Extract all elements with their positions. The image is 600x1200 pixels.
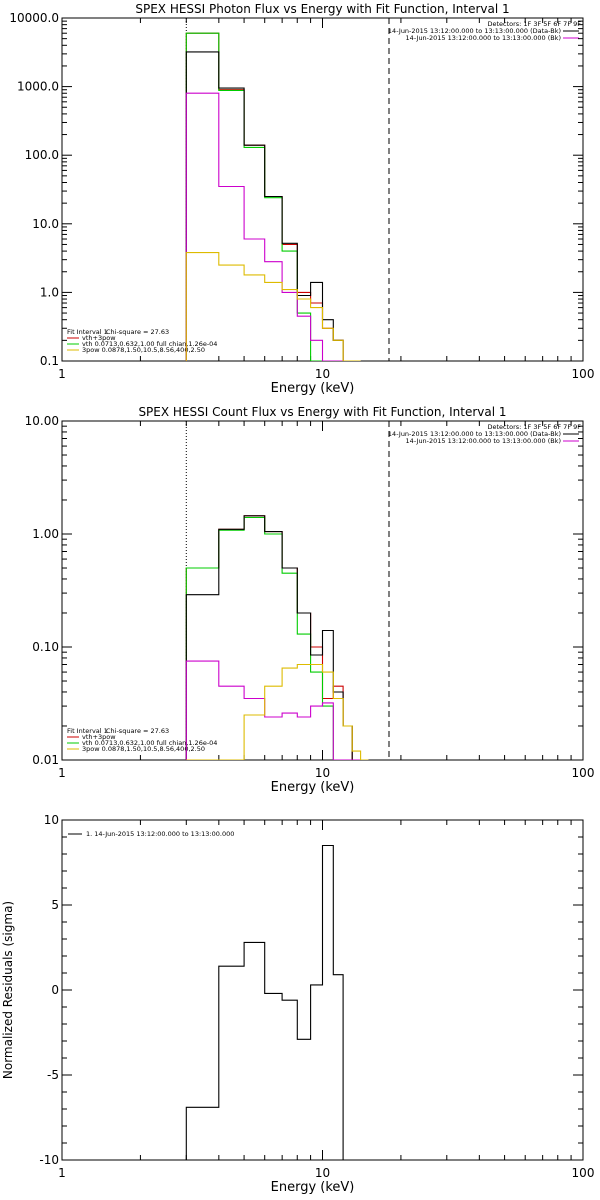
axis-ticks: [61, 819, 583, 1161]
x-tick-label: 10: [315, 1166, 330, 1180]
legend-entry-bk: 14-Jun-2015 13:12:00.000 to 13:13:00.000…: [406, 34, 579, 42]
fit-interval-label: Fit Interval 1: [67, 328, 108, 336]
fit-interval-label: Fit Interval 1: [67, 727, 108, 735]
legend-entry-data-bk: 14-Jun-2015 13:12:00.000 to 13:13:00.000…: [388, 27, 579, 35]
legend-text: 3pow 0.0878,1.50,10.5,8.56,400,2.50: [82, 745, 205, 753]
legend-entry-vth-3pow: vth+3pow: [67, 733, 116, 741]
y-tick-label: 0: [51, 983, 59, 997]
legend-text: vth 0.0713,0.632,1.00 full chian,1.26e-0…: [82, 340, 217, 348]
x-tick-label: 1: [58, 367, 66, 381]
legend-entry-bk: 14-Jun-2015 13:12:00.000 to 13:13:00.000…: [406, 437, 579, 445]
x-axis-label: Energy (keV): [271, 381, 355, 396]
legend-text: 14-Jun-2015 13:12:00.000 to 13:13:00.000…: [406, 437, 561, 445]
y-tick-label: 10.0: [32, 217, 59, 231]
x-axis-label: Energy (keV): [271, 780, 355, 795]
chart-title: SPEX HESSI Photon Flux vs Energy with Fi…: [135, 2, 509, 16]
x-tick-label: 10: [315, 766, 330, 780]
y-tick-label: 10000.0: [9, 11, 59, 25]
series-line: [185, 92, 361, 361]
count-flux-panel: SPEX HESSI Count Flux vs Energy with Fit…: [25, 405, 595, 795]
legend-entry-vth: vth 0.0713,0.632,1.00 full chian,1.26e-0…: [67, 739, 217, 747]
legend-text: 14-Jun-2015 13:12:00.000 to 13:13:00.000…: [388, 27, 561, 35]
legend-text: 1. 14-Jun-2015 13:12:00.000 to 13:13:00.…: [86, 830, 234, 838]
series-line: [186, 663, 369, 760]
series-line: [185, 51, 361, 361]
series-line: [185, 660, 369, 760]
fit-header: Fit Interval 1 Chi-square = 27.63: [67, 328, 169, 336]
detectors-label: Detectors: 1F 3F 5F 6F 7F 9F: [487, 20, 581, 28]
legend-entry-residual: 1. 14-Jun-2015 13:12:00.000 to 13:13:00.…: [68, 830, 234, 838]
legend-text: vth 0.0713,0.632,1.00 full chian,1.26e-0…: [82, 739, 217, 747]
x-tick-labels: 1 10 100: [58, 367, 594, 381]
x-tick-label: 100: [572, 766, 595, 780]
x-tick-label: 1: [58, 766, 66, 780]
series-line: [185, 32, 361, 361]
y-tick-label: 1.0: [40, 285, 59, 299]
legend-text: 14-Jun-2015 13:12:00.000 to 13:13:00.000…: [388, 430, 561, 438]
legend-entry-data-bk: 14-Jun-2015 13:12:00.000 to 13:13:00.000…: [388, 430, 579, 438]
y-tick-labels: 0.1 1.0 10.0 100.0 1000.0 10000.0: [9, 11, 59, 368]
y-tick-label: 100.0: [25, 148, 59, 162]
y-tick-labels: -10 -5 0 5 10: [39, 813, 59, 1167]
series-line: [185, 32, 361, 361]
legend-text: vth+3pow: [82, 334, 116, 342]
series-group: [185, 515, 369, 760]
legend-entry-3pow: 3pow 0.0878,1.50,10.5,8.56,400,2.50: [67, 745, 205, 753]
y-tick-label: 5: [51, 898, 59, 912]
series-line: [185, 844, 344, 1160]
series-line: [185, 516, 369, 760]
y-tick-label: 1.00: [32, 527, 59, 541]
fit-header: Fit Interval 1 Chi-square = 27.63: [67, 727, 169, 735]
y-axis-label: Normalized Residuals (sigma): [1, 901, 15, 1079]
series-line: [185, 515, 369, 760]
y-tick-label: 0.1: [40, 354, 59, 368]
legend-text: 3pow 0.0878,1.50,10.5,8.56,400,2.50: [82, 346, 205, 354]
chi-square-label: Chi-square = 27.63: [106, 328, 169, 336]
x-tick-label: 10: [315, 367, 330, 381]
photon-flux-panel: SPEX HESSI Photon Flux vs Energy with Fi…: [9, 2, 594, 396]
series-line: [185, 515, 369, 760]
x-axis-label: Energy (keV): [271, 1180, 355, 1195]
chi-square-label: Chi-square = 27.63: [106, 727, 169, 735]
chart-title: SPEX HESSI Count Flux vs Energy with Fit…: [138, 405, 506, 419]
residuals-panel: Energy (keV) Normalized Residuals (sigma…: [1, 813, 594, 1195]
series-line: [185, 252, 361, 361]
x-tick-label: 1: [58, 1166, 66, 1180]
y-tick-label: 10.00: [25, 414, 59, 428]
y-tick-label: 0.01: [32, 753, 59, 767]
axis-ticks: [61, 18, 583, 362]
legend-entry-vth-3pow: vth+3pow: [67, 334, 116, 342]
series-group: [185, 32, 361, 361]
y-tick-label: -5: [47, 1068, 59, 1082]
legend-text: vth+3pow: [82, 733, 116, 741]
plot-frame: [61, 420, 584, 761]
legend-text: 14-Jun-2015 13:12:00.000 to 13:13:00.000…: [406, 34, 561, 42]
series-group: [185, 844, 344, 1160]
legend-entry-3pow: 3pow 0.0878,1.50,10.5,8.56,400,2.50: [67, 346, 205, 354]
legend-entry-vth: vth 0.0713,0.632,1.00 full chian,1.26e-0…: [67, 340, 217, 348]
y-tick-labels: 0.01 0.10 1.00 10.00: [25, 414, 59, 767]
y-tick-label: 10: [44, 813, 59, 827]
x-tick-label: 100: [572, 1166, 595, 1180]
y-tick-label: 0.10: [32, 640, 59, 654]
y-tick-label: 1000.0: [17, 80, 59, 94]
detectors-label: Detectors: 1F 3F 5F 6F 7F 9F: [487, 423, 581, 431]
x-tick-labels: 1 10 100: [58, 766, 594, 780]
y-tick-label: -10: [39, 1153, 59, 1167]
axis-ticks: [61, 421, 583, 761]
x-tick-label: 100: [572, 367, 595, 381]
x-tick-labels: 1 10 100: [58, 1166, 594, 1180]
